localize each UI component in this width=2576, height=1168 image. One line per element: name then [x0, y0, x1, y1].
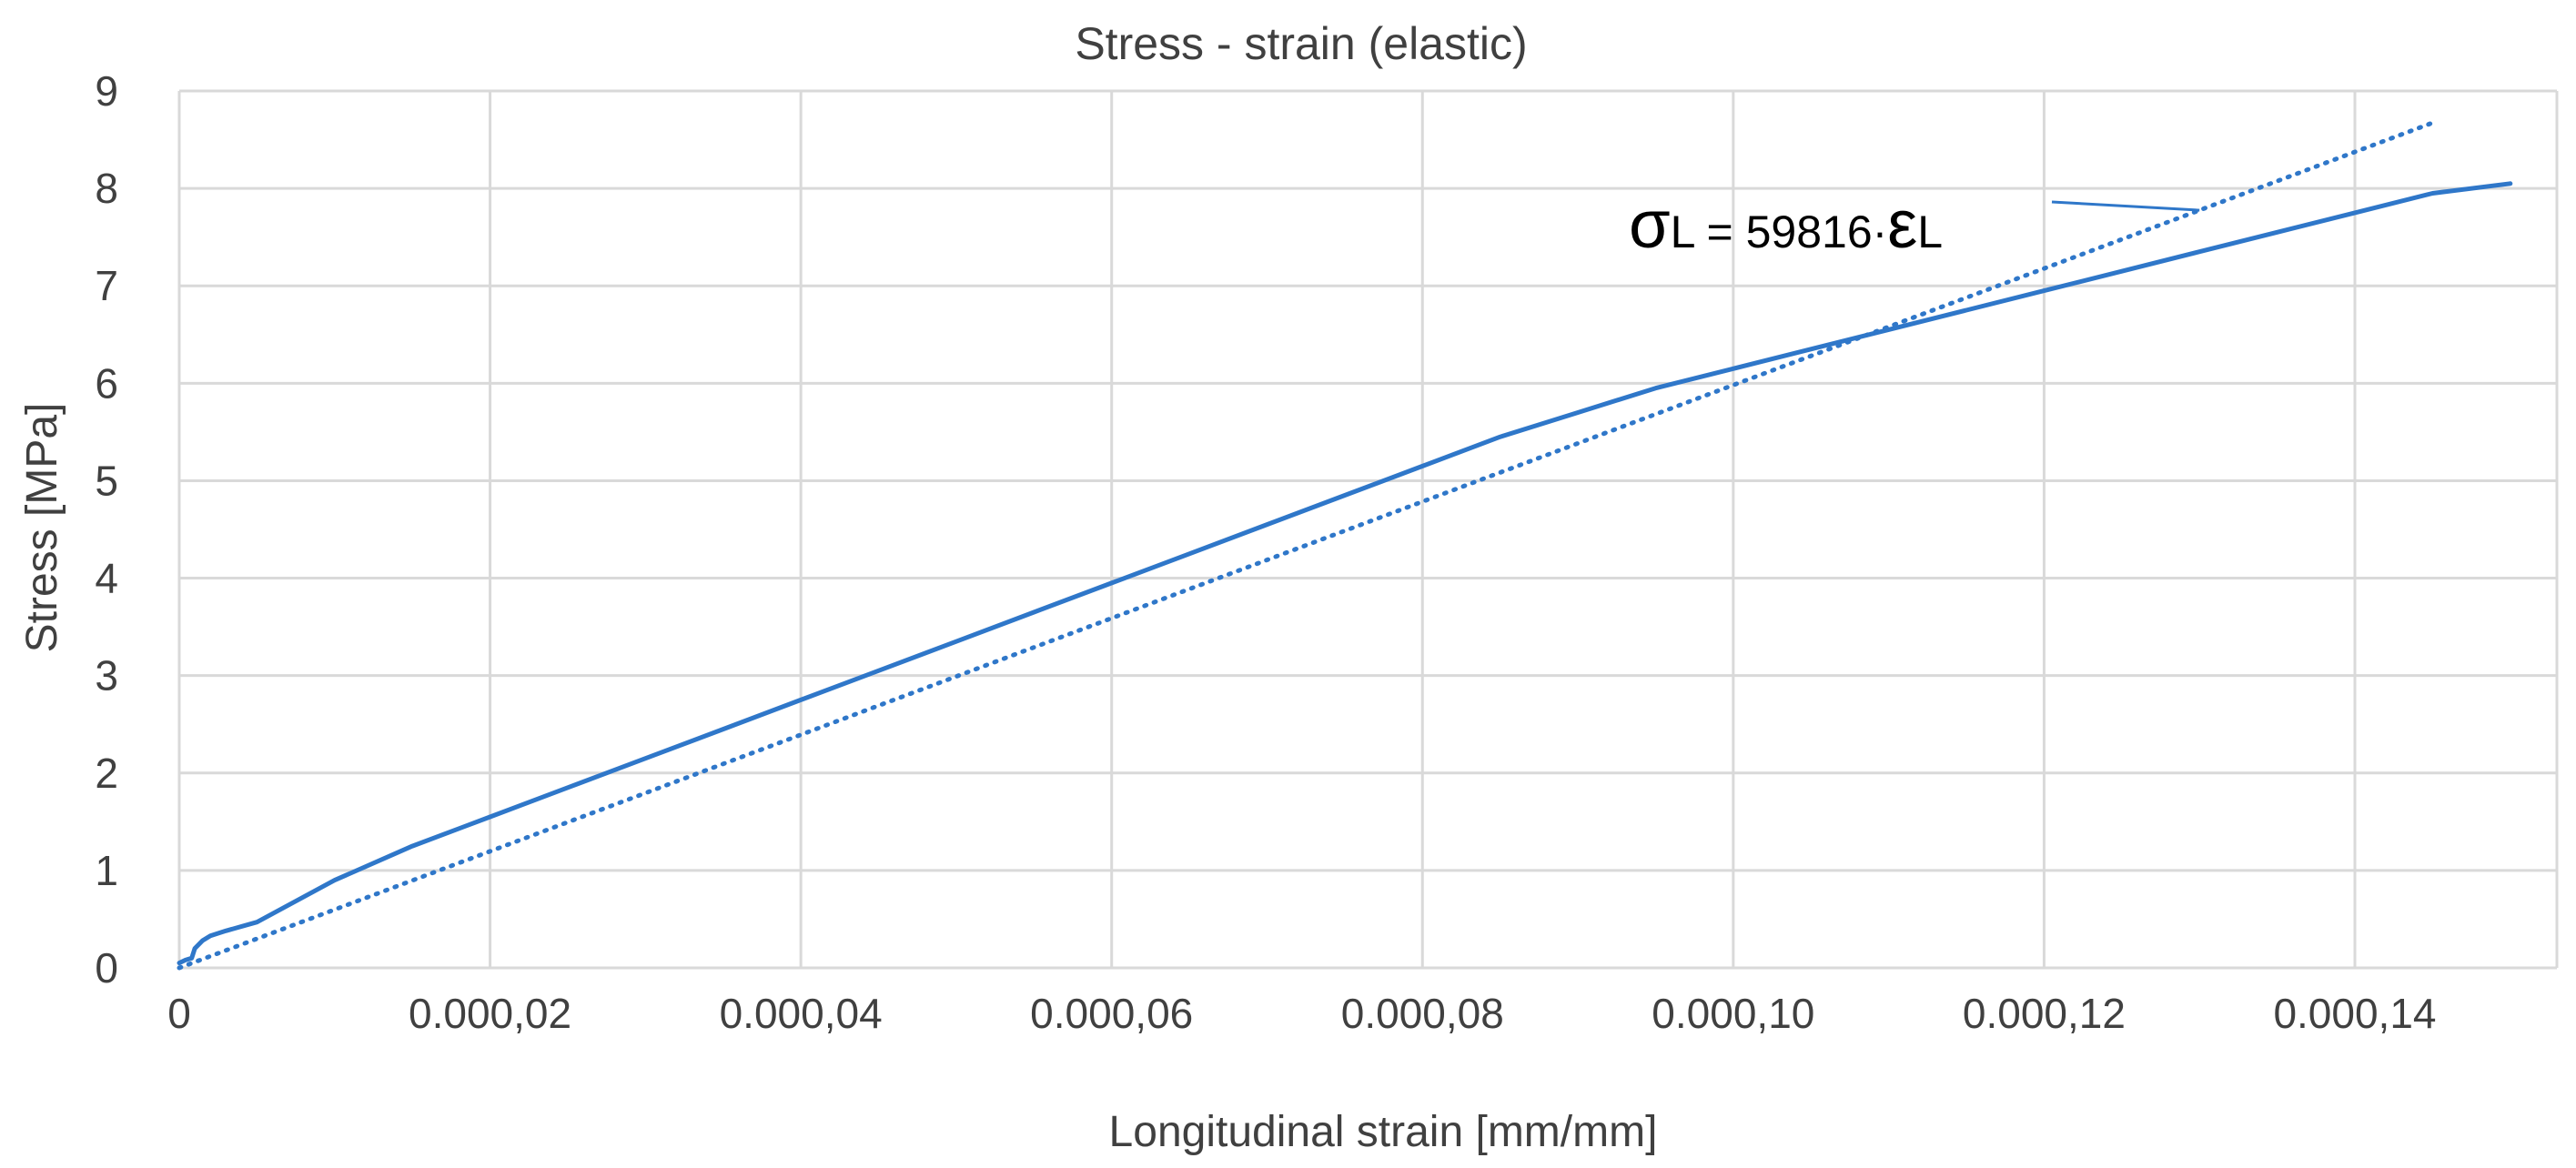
y-tick-label: 0: [95, 944, 118, 992]
y-tick-label: 9: [95, 67, 118, 115]
measured-series: [177, 181, 2513, 966]
y-tick-label: 8: [95, 165, 118, 212]
x-axis-label: Longitudinal strain [mm/mm]: [1109, 1108, 1658, 1156]
y-tick-label: 5: [95, 457, 118, 504]
trendline-series: [177, 120, 2435, 971]
x-tick-label: 0.000,02: [409, 990, 571, 1037]
chart-title: Stress - strain (elastic): [1075, 18, 1527, 69]
trendline-equation: σL = 59816·εL: [1629, 186, 1943, 262]
y-tick-label: 6: [95, 359, 118, 407]
y-tick-label: 2: [95, 750, 118, 797]
y-tick-label: 4: [95, 555, 118, 602]
y-tick-label: 7: [95, 262, 118, 309]
x-tick-label: 0.000,12: [1963, 990, 2126, 1037]
x-tick-label: 0.000,08: [1341, 990, 1504, 1037]
epsilon-symbol: ε: [1887, 186, 1917, 262]
sigma-subscript: L: [1671, 206, 1695, 257]
x-tick-label: 0.000,04: [720, 990, 883, 1037]
y-axis-label: Stress [MPa]: [18, 403, 66, 653]
tick-labels: 0 1 2 3 4 5 6 7 8 9 0 0.000,02 0.000,04 0.000,06 0.000…: [95, 67, 2436, 1037]
grid: [177, 89, 2559, 970]
plot-area: [177, 120, 2513, 971]
x-tick-label: 0.000,10: [1652, 990, 1814, 1037]
x-tick-label: 0.000,14: [2273, 990, 2436, 1037]
x-tick-label: 0: [167, 990, 191, 1037]
x-tick-label: 0.000,06: [1030, 990, 1193, 1037]
y-tick-label: 3: [95, 652, 118, 700]
epsilon-subscript: L: [1917, 206, 1943, 257]
sigma-symbol: σ: [1629, 186, 1671, 262]
equation-coefficient: = 59816·: [1694, 206, 1888, 257]
y-tick-label: 1: [95, 847, 118, 894]
equation-leader-line: [2051, 200, 2200, 212]
